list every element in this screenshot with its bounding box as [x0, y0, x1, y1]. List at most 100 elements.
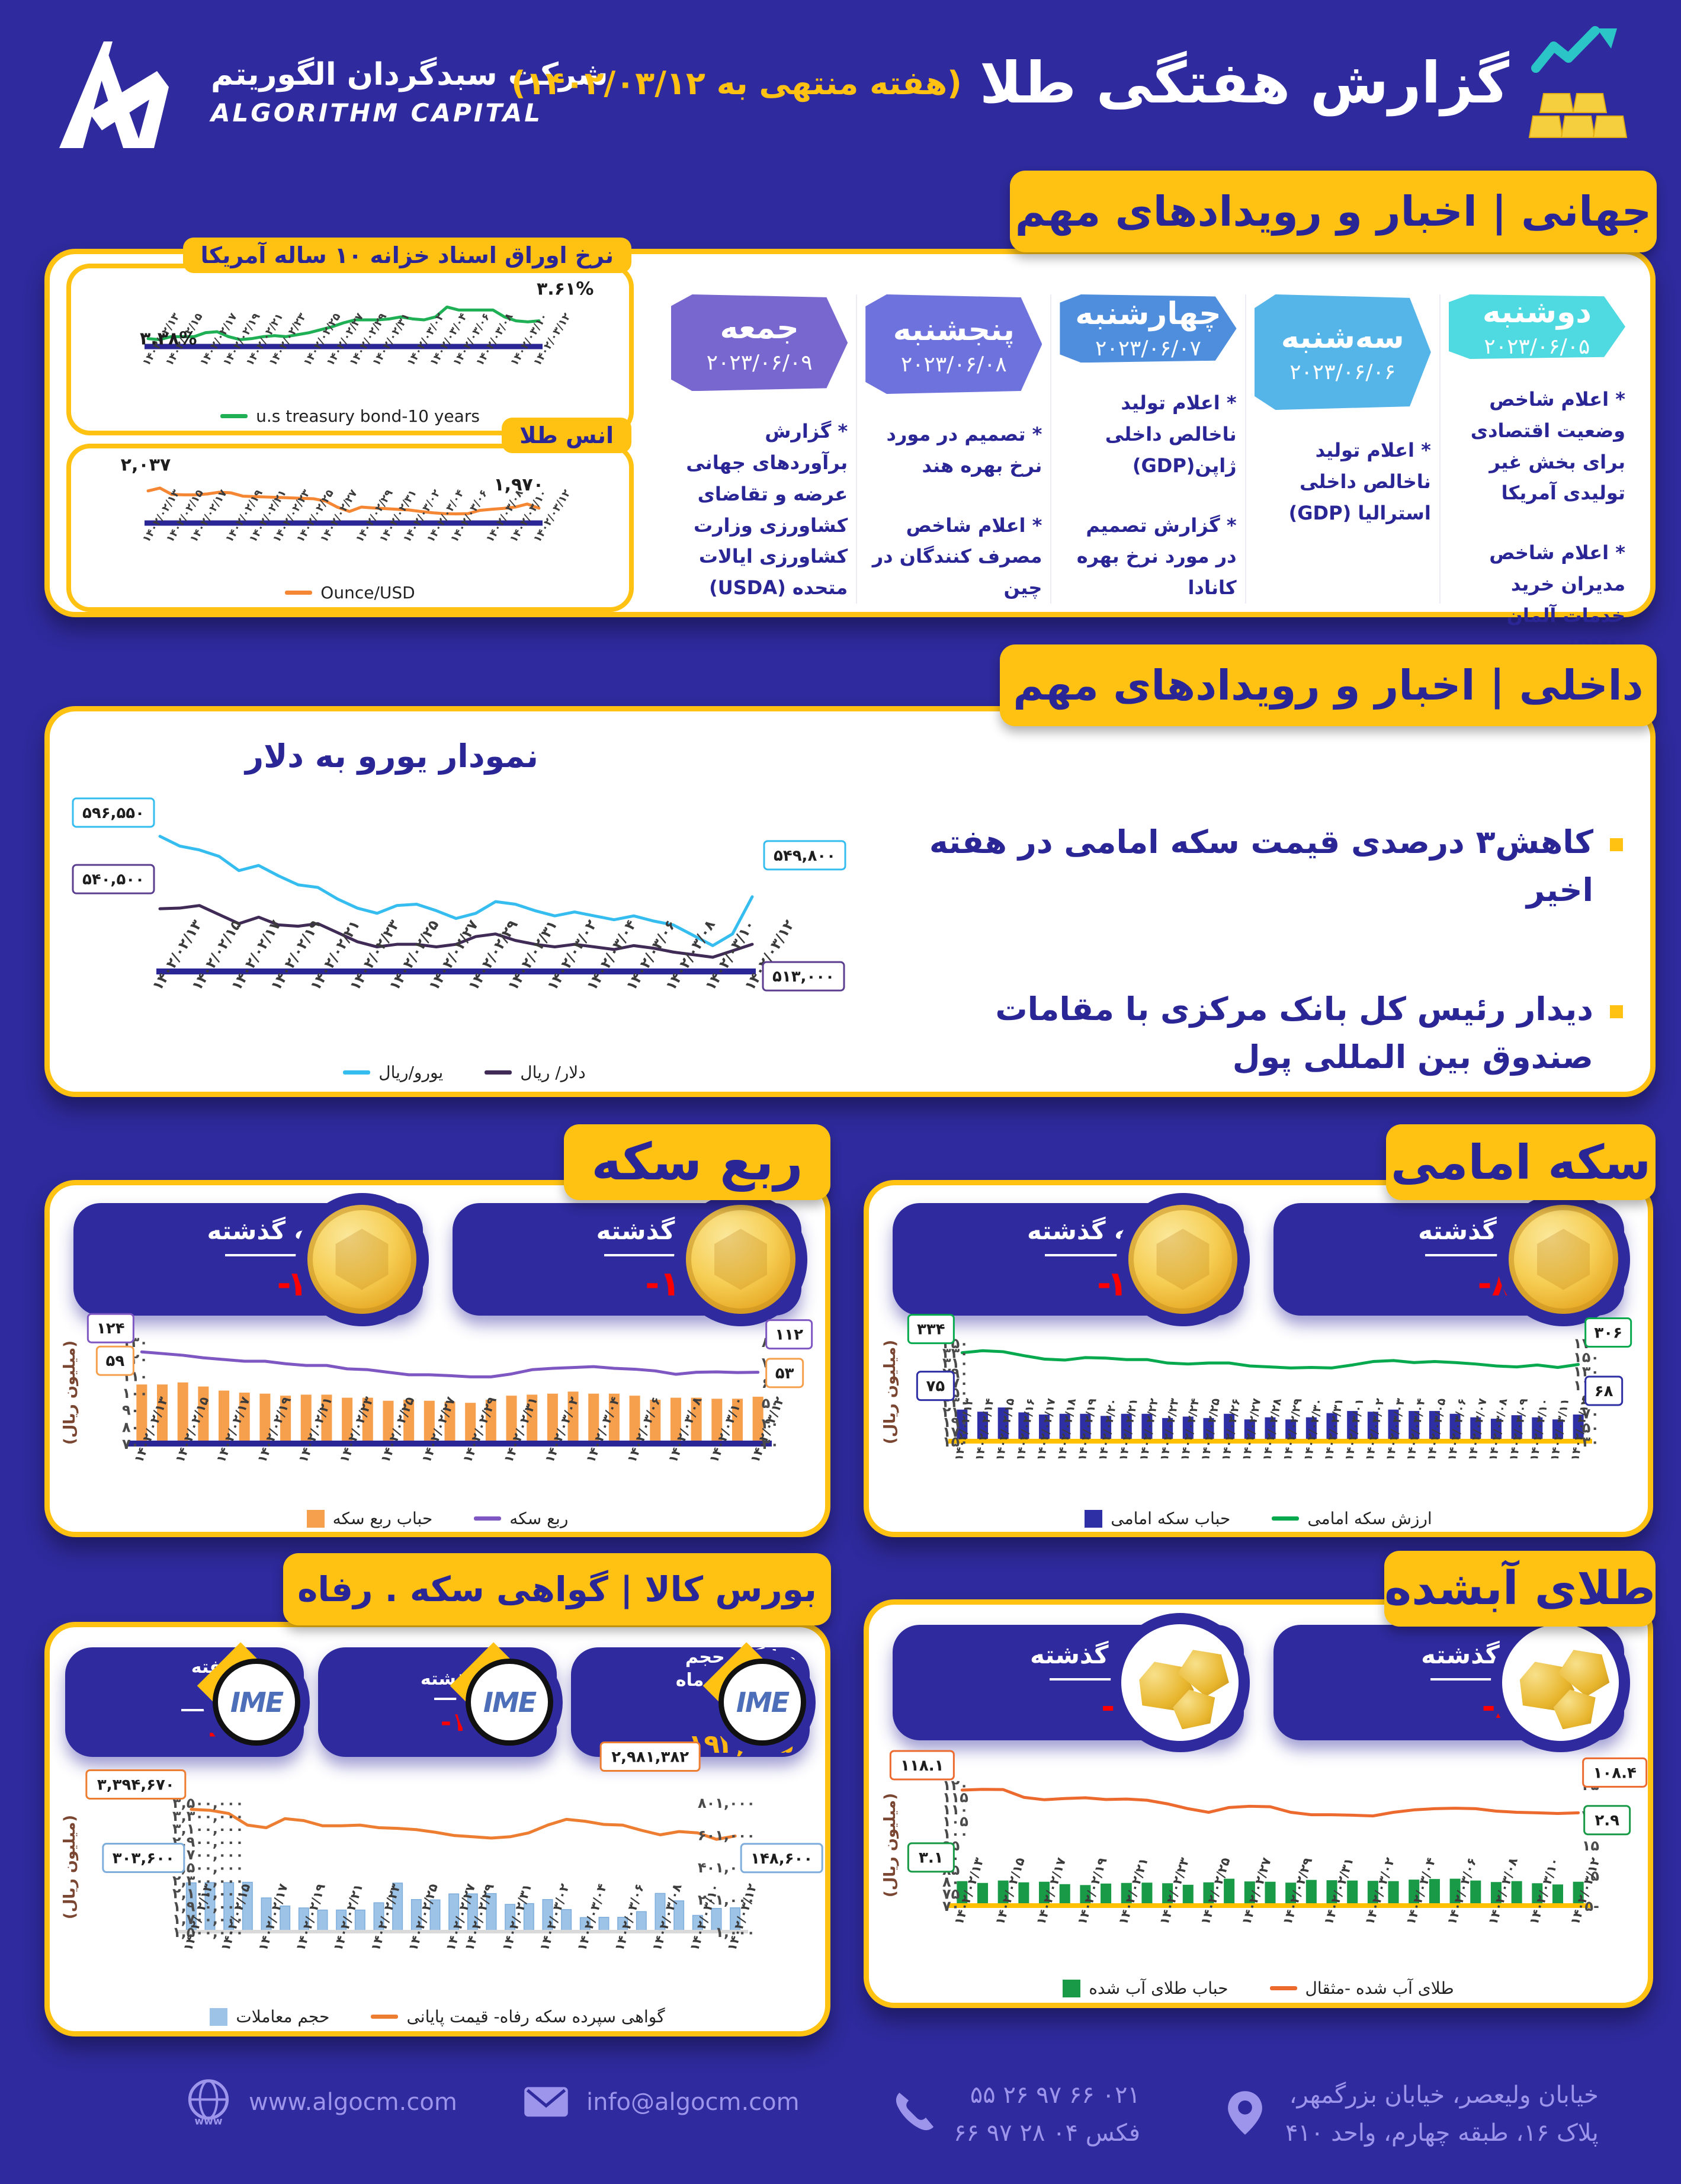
svg-text:۱,۷۰۰,۰۰۰: ۱,۷۰۰,۰۰۰ [172, 1911, 244, 1928]
stat-card-icon: IME [197, 1642, 310, 1756]
ime-logo-icon: IME [450, 1642, 563, 1756]
legend-label: حباب ربع سکه [332, 1509, 433, 1528]
svg-text:۸۰۱,۰۰۰: ۸۰۱,۰۰۰ [698, 1795, 755, 1811]
svg-text:-۵: -۵ [1584, 1898, 1599, 1914]
svg-text:۱۱۸.۱: ۱۱۸.۱ [900, 1757, 944, 1775]
svg-text:۲.۹: ۲.۹ [1595, 1812, 1619, 1830]
day-name: چهارشنبه [1075, 296, 1221, 332]
svg-text:۳۰۳,۶۰۰: ۳۰۳,۶۰۰ [113, 1850, 175, 1868]
svg-text:۸۰: ۸۰ [122, 1419, 139, 1435]
svg-text:۱۴۰۲/۰۲/۱۵: ۱۴۰۲/۰۲/۱۵ [993, 1397, 1017, 1462]
ime-logo-icon: IME [702, 1642, 816, 1756]
chart-svg-quarter: ۷۰۸۰۹۰۱۰۰۱۱۰۱۲۰۱۳۰۳۰۴۰۵۰۶۰۷۰۸۰(میلیون ری… [61, 1313, 813, 1465]
svg-text:۱۴۰۲/۰۳/۰۴: ۱۴۰۲/۰۳/۰۴ [1404, 1397, 1428, 1462]
day-items: * اعلام شاخص وضعیت اقتصادی برای بخش غیر … [1449, 384, 1625, 662]
address-block-line: پلاک ۱۶، طبقه چهارم، واحد ۴۱۰ [1285, 2119, 1599, 2147]
svg-text:۳.۳۸%: ۳.۳۸% [140, 329, 197, 349]
svg-text:۵۹۶,۵۵۰: ۵۹۶,۵۵۰ [82, 804, 145, 822]
week-days-row: دوشنبه ۲۰۲۳/۰۶/۰۵ * اعلام شاخص وضعیت اقتصا… [663, 294, 1634, 658]
svg-text:۶۸: ۶۸ [1595, 1383, 1613, 1400]
svg-text:۷۰: ۷۰ [122, 1436, 139, 1452]
svg-text:۱۴۰۲/۰۲/۳۱: ۱۴۰۲/۰۲/۳۱ [1322, 1397, 1346, 1462]
legend-swatch-icon [343, 1070, 371, 1075]
svg-text:۱۵۰: ۱۵۰ [942, 1433, 968, 1450]
euro-chart-title: نمودار یورو به دلار [245, 737, 538, 775]
svg-text:۱۴۰۲/۰۲/۱۴: ۱۴۰۲/۰۲/۱۴ [973, 1397, 996, 1462]
svg-text:۱۱۰: ۱۱۰ [942, 1801, 968, 1818]
svg-text:۲۱۰: ۲۱۰ [942, 1404, 968, 1420]
phone-block-line: ۰۲۱ ۶۶ ۹۷ ۲۶ ۵۵ [970, 2082, 1140, 2109]
commodity-cards: میانگین حجم معاملات در ماه گذشته۱۹۳,۰۵۵I… [65, 1642, 816, 1759]
day-event: * اعلام شاخص مدیران خرید خدمات آلمان (PM… [1489, 541, 1625, 658]
address-block: خیابان ولیعصر، خیابان بزرگمهر، پلاک ۱۶، ط… [1220, 2076, 1599, 2152]
svg-text:www: www [194, 2115, 222, 2126]
legend-item: گواهی سپرده سکه رفاه- قیمت پایانی [371, 2007, 665, 2026]
day-items: * تصمیم در مورد نرخ بهره هند * اعلام شاخص… [865, 419, 1042, 604]
email-block: info@algocm.com [521, 2076, 800, 2128]
emami-coin-cards: رشد ماه گذشته-۸%رشد هفته گذشته-۳% [893, 1192, 1630, 1326]
envelope-icon [521, 2076, 571, 2128]
stat-card-icon [1116, 1192, 1250, 1326]
svg-text:۱۴۰۲/۰۳/۰۱: ۱۴۰۲/۰۳/۰۱ [1342, 1397, 1366, 1462]
svg-text:۱۴۰۲/۰۳/۰۸: ۱۴۰۲/۰۳/۰۸ [1486, 1397, 1510, 1462]
legend-swatch-icon [285, 591, 313, 595]
svg-text:۳۰: ۳۰ [762, 1436, 779, 1452]
svg-text:۱۴۰۲/۰۲/۲۷: ۱۴۰۲/۰۲/۲۷ [1240, 1397, 1263, 1462]
stat-card-icon [295, 1192, 429, 1326]
legend-swatch-icon [1063, 1979, 1081, 1997]
globe-icon: www [184, 2076, 233, 2128]
day-card-3: پنجشنبه ۲۰۲۳/۰۶/۰۸ [865, 294, 1042, 395]
day-name: پنجشنبه [893, 312, 1015, 348]
gold-nugget-icon [1502, 1624, 1619, 1742]
global-panel: نرخ اوراق اسناد خزانه ۱۰ ساله آمریکا ۱۴۰… [44, 238, 1656, 658]
svg-text:۱۷۰: ۱۷۰ [942, 1423, 968, 1440]
gold-coin-icon [686, 1204, 795, 1314]
legend-label: حباب سکه امامی [1111, 1509, 1231, 1528]
svg-text:(میلیون ریال): (میلیون ریال) [61, 1340, 79, 1445]
legend-item: حباب ربع سکه [306, 1509, 433, 1528]
svg-text:۲,۰۳۷: ۲,۰۳۷ [121, 455, 171, 476]
gold-coin-icon [307, 1204, 417, 1314]
day-column-1: سه‌شنبه ۲۰۲۳/۰۶/۰۶ * اعلام تولید ناخالص دا… [1244, 294, 1439, 604]
svg-text:۱,۹۷۰: ۱,۹۷۰ [493, 474, 544, 495]
day-name: دوشنبه [1482, 294, 1592, 330]
svg-text:۹۰: ۹۰ [122, 1402, 139, 1419]
svg-text:۱۴۰۲/۰۲/۱۹: ۱۴۰۲/۰۲/۱۹ [1076, 1397, 1099, 1462]
day-column-0: دوشنبه ۲۰۲۳/۰۶/۰۵ * اعلام شاخص وضعیت اقتصا… [1439, 294, 1634, 658]
chart-svg-commodity: ۱,۵۰۰,۰۰۰۱,۷۰۰,۰۰۰۱,۹۰۰,۰۰۰۲,۱۰۰,۰۰۰۲,۳۰… [61, 1742, 823, 1953]
svg-text:(میلیون ریال): (میلیون ریال) [61, 1815, 79, 1919]
svg-text:۱,۰۰۰: ۱,۰۰۰ [715, 1924, 755, 1941]
quarter-coin-chart: ۷۰۸۰۹۰۱۰۰۱۱۰۱۲۰۱۳۰۳۰۴۰۵۰۶۰۷۰۸۰(میلیون ری… [54, 1313, 825, 1515]
phone-block-line: فکس ۰۴ ۲۸ ۹۷ ۶۶ [954, 2119, 1140, 2147]
svg-text:۵۰: ۵۰ [762, 1395, 779, 1412]
day-date: ۲۰۲۳/۰۶/۰۵ [1484, 335, 1590, 359]
svg-text:۱۴۰۲/۰۲/۲۱: ۱۴۰۲/۰۲/۲۱ [1117, 1397, 1140, 1462]
legend-swatch-icon [1269, 1986, 1297, 1990]
footer-text: www.algocm.com [249, 2083, 457, 2121]
day-column-2: چهارشنبه ۲۰۲۳/۰۶/۰۷ * اعلام تولید ناخالص د… [1050, 294, 1244, 604]
pin-icon [1220, 2088, 1270, 2140]
melted-gold-chart: ۷۰۷۵۸۰۸۵۹۰۹۵۱۰۰۱۰۵۱۱۰۱۱۵۱۲۰-۵۵۱۵۲۵۳۵(میل… [875, 1750, 1648, 1978]
stat-card-melted-0: رشد ماه گذشته-۸% [1273, 1613, 1630, 1752]
ime-text: IME [483, 1686, 537, 1718]
svg-text:۱۴۰۲/۰۲/۲۰: ۱۴۰۲/۰۲/۲۰ [1096, 1397, 1119, 1462]
day-items: * اعلام تولید ناخالص داخلی ژاپن(GDP) * گز… [1060, 387, 1237, 604]
day-card-1: سه‌شنبه ۲۰۲۳/۰۶/۰۶ [1254, 294, 1431, 410]
domestic-news-list: کاهش۳ درصدی قیمت سکه امامی در هفته اخیر د… [877, 818, 1623, 1081]
trend-arrow-icon [1531, 26, 1600, 73]
svg-text:۷۵: ۷۵ [942, 1886, 960, 1903]
legend-label: دلار/ ریال [520, 1063, 586, 1082]
legend-label: یورو/ریال [378, 1063, 444, 1082]
day-event: * اعلام تولید ناخالص داخلی استرالیا (GDP… [1288, 439, 1431, 524]
svg-text:۵۹: ۵۹ [105, 1352, 124, 1370]
svg-text:۱۵: ۱۵ [1582, 1837, 1599, 1854]
bullet-text: کاهش۳ درصدی قیمت سکه امامی در هفته اخیر [929, 823, 1593, 909]
legend-swatch-icon [474, 1516, 502, 1521]
day-date: ۲۰۲۳/۰۶/۰۶ [1289, 360, 1396, 384]
chart-svg-melted: ۷۰۷۵۸۰۸۵۹۰۹۵۱۰۰۱۰۵۱۱۰۱۱۵۱۲۰-۵۵۱۵۲۵۳۵(میل… [881, 1750, 1648, 1927]
day-card-4: جمعه ۲۰۲۳/۰۶/۰۹ [671, 294, 848, 392]
gold-coin-icon [1128, 1204, 1238, 1314]
legend-item: ربع سکه [474, 1509, 568, 1528]
svg-text:۱۵۰: ۱۵۰ [1573, 1349, 1599, 1366]
